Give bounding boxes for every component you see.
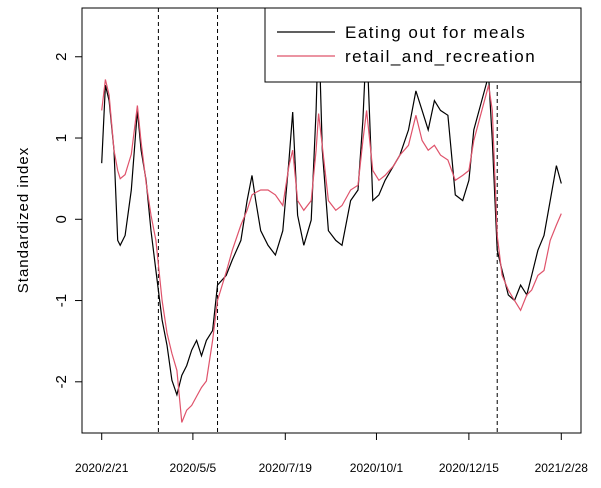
x-tick-label: 2020/5/5 (170, 461, 217, 475)
y-axis-label: Standardized index (15, 147, 32, 293)
y-tick-label: 2 (53, 53, 70, 61)
y-tick-label: -2 (53, 375, 70, 388)
x-tick-label: 2020/7/19 (259, 461, 313, 475)
y-tick-label: -1 (53, 294, 70, 307)
legend-box (264, 7, 582, 83)
y-tick-label: 0 (53, 215, 70, 223)
data-line (101, 22, 562, 397)
legend-label: retail_and_recreation (345, 47, 536, 66)
data-line (101, 79, 562, 423)
x-tick-label: 2020/10/1 (350, 461, 404, 475)
y-tick-label: 1 (53, 134, 70, 142)
x-tick-label: 2020/2/21 (75, 461, 129, 475)
x-tick-label: 2021/2/28 (535, 461, 589, 475)
legend-label: Eating out for meals (345, 23, 526, 42)
x-tick-label: 2020/12/15 (439, 461, 499, 475)
